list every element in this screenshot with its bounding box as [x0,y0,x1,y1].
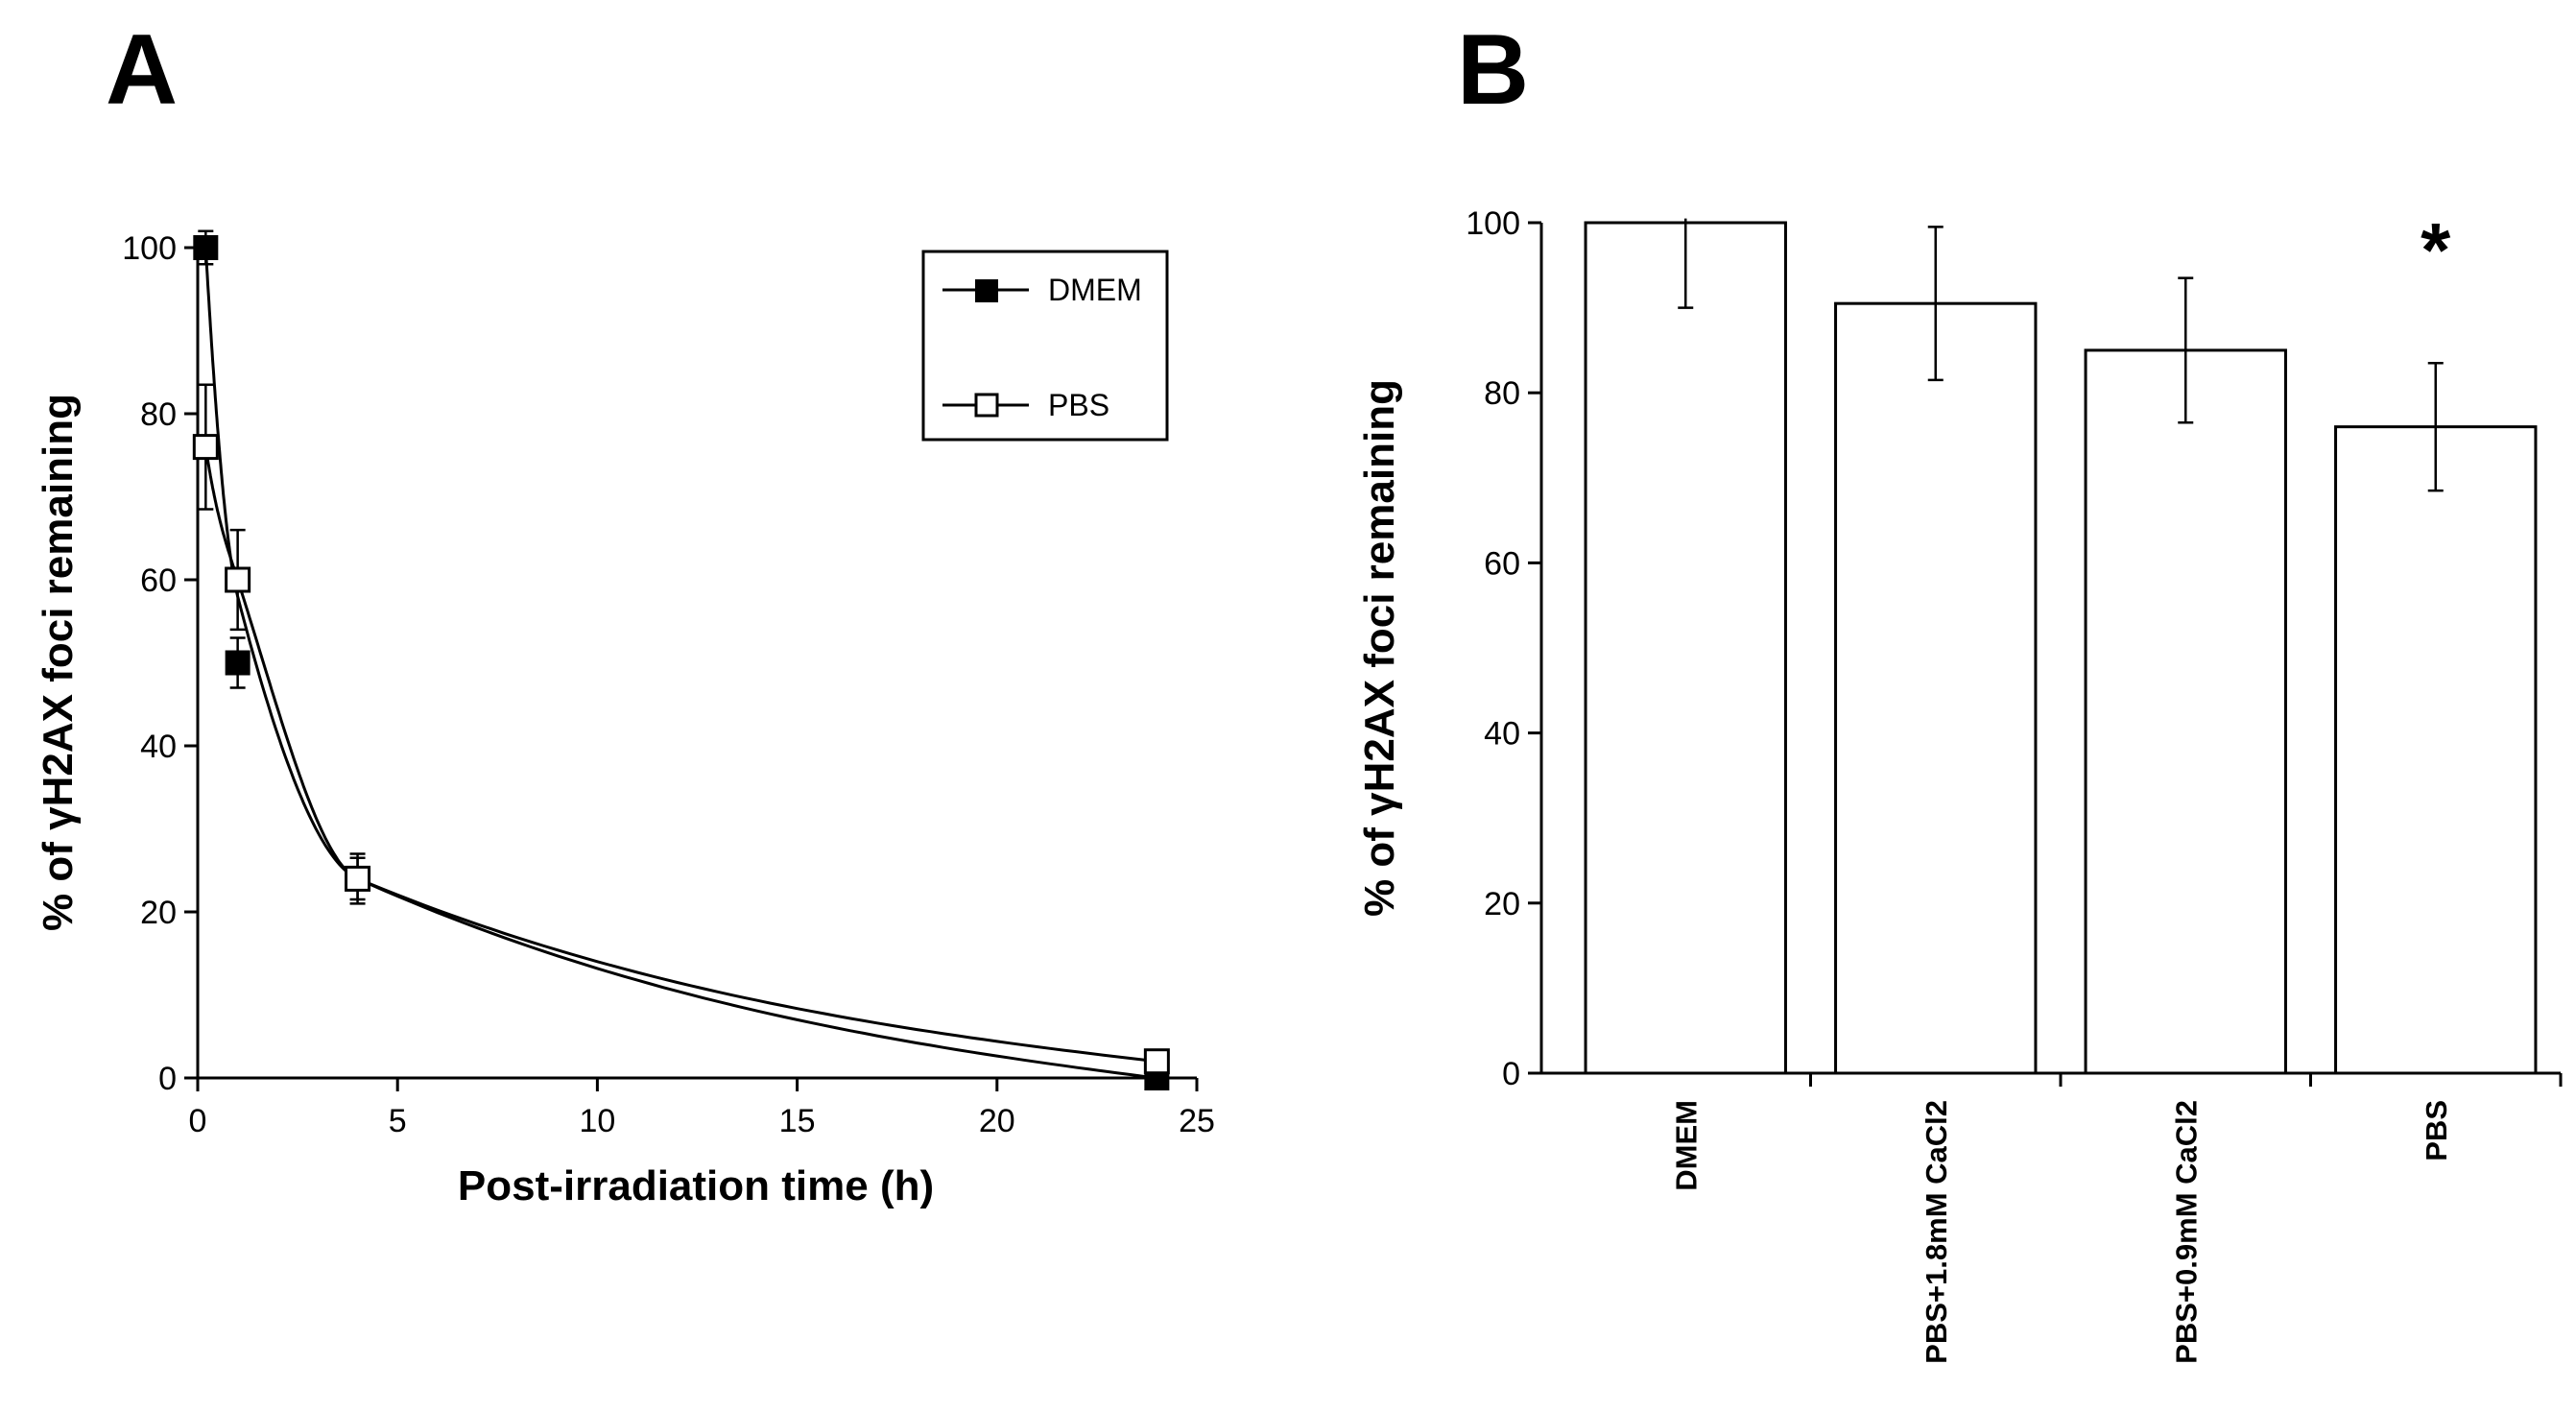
x-tick-label: 5 [389,1103,407,1139]
series-line-pbs [203,446,1157,1064]
data-point-pbs [192,434,219,461]
category-label: PBS+1.8mM CaCl2 [1920,1100,1953,1364]
x-tick-label: 25 [1179,1103,1215,1139]
panel-b-error-bars [1678,218,2444,492]
y-tick-label: 100 [1466,205,1520,242]
panel-a-markers [192,235,1170,1090]
x-tick-label: 15 [779,1103,816,1139]
y-tick-label: 100 [122,230,177,267]
legend-label-dmem: DMEM [1048,273,1142,307]
panel-b-bars [1584,221,2538,1075]
y-tick-label: 0 [158,1061,177,1097]
panel-a-error-bars [198,229,366,905]
legend-label-pbs: PBS [1048,388,1109,422]
data-point-pbs [225,566,251,593]
legend-marker-dmem [975,279,998,302]
data-point-dmem [193,235,219,260]
panel-a-y-axis-title: % of γH2AX foci remaining [35,394,82,931]
y-tick-label: 20 [140,895,177,931]
y-tick-label: 80 [1484,375,1520,412]
y-tick-label: 0 [1502,1056,1520,1092]
data-point-dmem [225,650,250,676]
panel-a-y-ticks: 0 20 40 60 80 100 [122,230,198,1097]
panel-a-x-ticks: 0 5 10 15 20 25 [189,1078,1215,1139]
legend-marker-pbs [974,393,999,418]
significance-marker: * [2421,207,2451,293]
x-tick-label: 0 [189,1103,207,1139]
panel-b-y-ticks: 0 20 40 60 80 100 [1466,205,1541,1092]
series-line-dmem [203,247,1157,1080]
legend-box [921,250,1169,442]
y-tick-label: 20 [1484,886,1520,922]
y-tick-label: 80 [140,396,177,433]
category-label: PBS+0.9mM CaCl2 [2169,1100,2203,1364]
panel-b-x-ticks [1809,1073,2563,1087]
panel-a-label: A [106,14,178,126]
panel-b-bar-chart: B 0 20 40 60 80 100 DMEM PBS+1.8mM CaCl2 PBS+0.… [1356,14,2563,1364]
bar-2 [2084,348,2287,1075]
bar-1 [1834,301,2038,1075]
panel-a-legend: DMEM PBS [921,250,1169,442]
panel-a-line-chart: A 0 20 40 60 80 100 0 5 10 15 20 25 Post-irradiati… [35,14,1215,1209]
panel-b-category-labels: DMEM PBS+1.8mM CaCl2 PBS+0.9mM CaCl2 PBS [1669,1100,2453,1364]
panel-b-y-axis-title: % of γH2AX foci remaining [1356,379,1403,917]
panel-a-x-axis-title: Post-irradiation time (h) [458,1162,934,1209]
y-tick-label: 60 [140,562,177,599]
panel-b-significance: * [2421,207,2451,293]
bar-0 [1584,221,1787,1075]
data-point-pbs [1143,1048,1170,1075]
x-tick-label: 20 [979,1103,1015,1139]
y-tick-label: 40 [1484,716,1520,753]
category-label: PBS [2420,1100,2453,1161]
y-tick-label: 40 [140,729,177,765]
y-tick-label: 60 [1484,545,1520,582]
panel-a-curves [203,247,1157,1080]
x-tick-label: 10 [579,1103,615,1139]
data-point-pbs [345,865,371,892]
bar-3 [2334,425,2538,1075]
panel-b-label: B [1457,14,1529,126]
category-label: DMEM [1669,1100,1703,1191]
